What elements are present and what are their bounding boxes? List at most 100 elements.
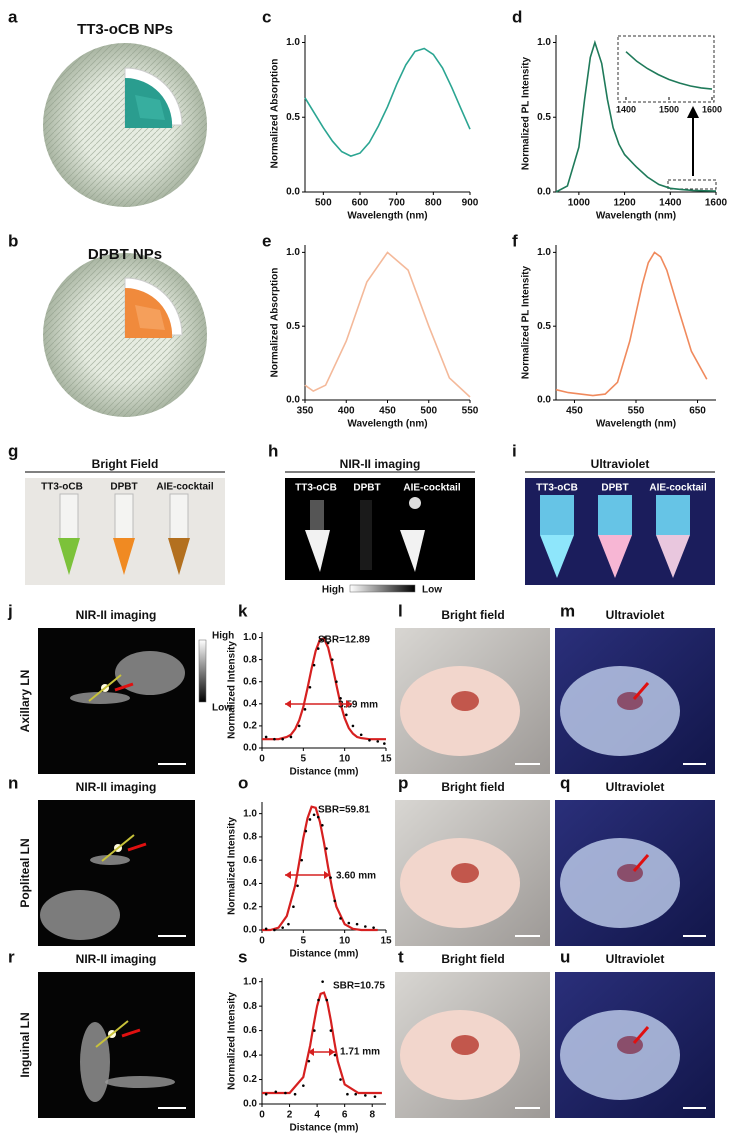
profile-line <box>101 834 135 862</box>
x-tick-label: 1500 <box>659 104 679 114</box>
panel-label: l <box>398 601 403 620</box>
y-tick-label: 1.0 <box>243 976 257 987</box>
fwhm-arrow-head <box>308 1048 314 1056</box>
data-point <box>364 925 367 928</box>
y-axis-label: Normalized Absorption <box>270 59 281 169</box>
red-arrow <box>632 1026 650 1044</box>
data-point <box>274 1090 278 1094</box>
data-line <box>262 637 386 741</box>
x-tick-label: 1200 <box>613 198 636 209</box>
data-point <box>264 927 268 931</box>
x-axis-label: Wavelength (nm) <box>347 211 427 222</box>
data-point <box>329 1029 333 1032</box>
y-tick-label: 0.4 <box>243 878 257 889</box>
red-arrow <box>121 1028 141 1038</box>
mouse <box>560 666 680 756</box>
y-tick-label: 0.5 <box>286 321 300 332</box>
panel-label: d <box>512 7 522 26</box>
panel-label: k <box>238 601 248 620</box>
x-tick-label: 1000 <box>568 198 591 209</box>
data-point <box>325 998 329 1002</box>
x-tick-label: 900 <box>462 198 479 209</box>
data-point <box>289 735 293 739</box>
red-arrow <box>127 842 147 852</box>
fwhm-label: 3.59 mm <box>338 700 378 711</box>
data-point <box>292 905 295 909</box>
data-point <box>321 980 324 983</box>
data-point <box>307 1059 311 1063</box>
bright-title: Bright field <box>441 952 504 966</box>
uv-title: Ultraviolet <box>606 952 665 966</box>
x-tick-label: 500 <box>315 198 332 209</box>
red-arrow <box>632 682 650 700</box>
row-label: Popliteal LN <box>18 838 32 907</box>
data-point <box>359 733 363 737</box>
lymph-site <box>451 1035 479 1055</box>
nir-signal <box>90 855 130 865</box>
data-point <box>335 680 338 684</box>
data-point <box>293 1092 297 1096</box>
data-point <box>355 922 359 926</box>
nir-signal <box>115 651 185 695</box>
y-tick-label: 0.2 <box>243 721 257 732</box>
imaging-title: NIR-II imaging <box>76 780 157 794</box>
panel-label: u <box>560 947 570 966</box>
data-point <box>368 738 371 742</box>
data-point <box>304 829 308 833</box>
panel-label: o <box>238 773 248 792</box>
panel-label: j <box>7 601 13 620</box>
y-tick-label: 1.0 <box>537 247 551 258</box>
fwhm-arrow-head <box>324 871 330 879</box>
panel-label: r <box>8 947 15 966</box>
mouse <box>400 838 520 928</box>
x-tick-label: 550 <box>462 406 479 417</box>
y-tick-label: 0.2 <box>243 1074 257 1085</box>
x-tick-label: 700 <box>388 198 405 209</box>
x-tick-label: 1600 <box>702 104 722 114</box>
vial-title: Ultraviolet <box>591 457 650 471</box>
fwhm-arrow-head <box>285 871 291 879</box>
data-point <box>287 922 290 926</box>
x-tick-label: 5 <box>301 936 307 947</box>
panel-label: n <box>8 773 18 792</box>
y-axis-label: Normalized Intensity <box>227 817 238 915</box>
panel-label: b <box>8 231 18 250</box>
x-tick-label: 10 <box>339 936 351 947</box>
y-tick-label: 0.4 <box>243 698 257 709</box>
panel-label: q <box>560 773 570 792</box>
y-tick-label: 1.0 <box>243 808 257 819</box>
y-tick-label: 0.0 <box>243 1099 257 1110</box>
uv-title: Ultraviolet <box>606 780 665 794</box>
x-tick-label: 10 <box>339 754 351 765</box>
data-point <box>297 724 301 728</box>
fwhm-arrow-head <box>329 1048 335 1056</box>
panel-label: c <box>262 7 271 26</box>
vials-nir <box>305 497 425 572</box>
data-point <box>339 917 342 920</box>
nanoparticle-b <box>43 253 207 417</box>
data-point <box>302 1084 305 1087</box>
data-point <box>351 724 355 728</box>
y-tick-label: 0.5 <box>537 321 551 332</box>
data-point <box>325 847 328 850</box>
data-point <box>273 737 276 741</box>
data-point <box>281 737 284 741</box>
data-point <box>264 1092 268 1096</box>
x-axis-label: Distance (mm) <box>290 949 359 960</box>
x-tick-label: 0 <box>259 754 265 765</box>
row-label: Axillary LN <box>18 670 32 733</box>
data-point <box>316 815 320 819</box>
y-tick-label: 0.0 <box>243 925 257 936</box>
vial-label: DPBT <box>353 483 380 494</box>
y-tick-label: 1.0 <box>286 247 300 258</box>
data-line <box>304 251 471 398</box>
y-tick-label: 0.8 <box>243 832 257 843</box>
data-point <box>312 663 316 667</box>
data-point <box>373 1095 377 1098</box>
data-point <box>308 685 312 689</box>
data-point <box>303 708 307 711</box>
y-axis-label: Normalized Absorption <box>270 268 281 378</box>
x-tick-label: 1400 <box>659 198 682 209</box>
y-tick-label: 0.8 <box>243 1001 257 1012</box>
sbr-label: SBR=12.89 <box>318 635 370 646</box>
